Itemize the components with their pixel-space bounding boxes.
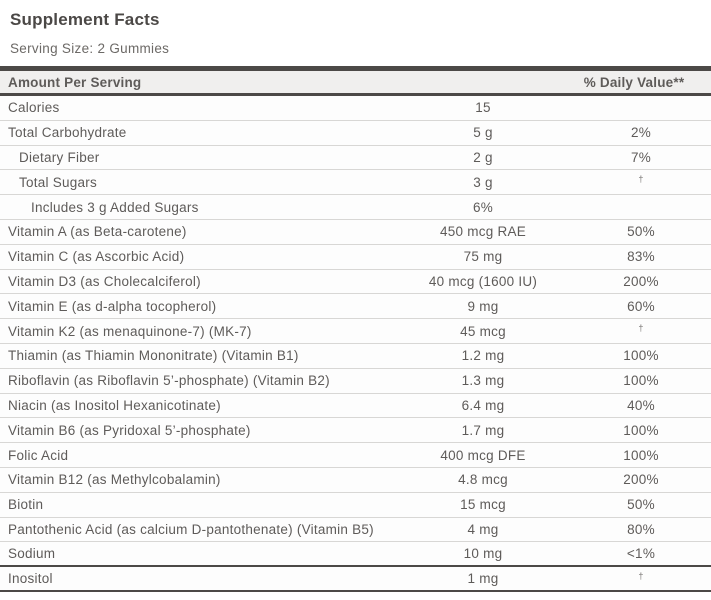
nutrient-amount: 75 mg — [463, 249, 503, 265]
table-row: Vitamin A (as Beta-carotene) 450 mcg RAE… — [0, 219, 711, 245]
label-header: Supplement Facts Serving Size: 2 Gummies — [0, 0, 711, 57]
dagger-footnote-mark: † — [638, 174, 644, 185]
nutrient-daily-value: † — [583, 174, 711, 187]
nutrient-daily-value: 100% — [623, 422, 659, 438]
table-row: Thiamin (as Thiamin Mononitrate) (Vitami… — [0, 343, 711, 369]
nutrient-amount: 400 mcg DFE — [440, 447, 526, 463]
nutrient-daily-value: 100% — [623, 348, 659, 364]
nutrient-amount: 4.8 mcg — [458, 472, 508, 488]
column-header-daily-value: % Daily Value** — [583, 74, 685, 90]
serving-size: Serving Size: 2 Gummies — [10, 41, 170, 56]
nutrient-amount: 450 mcg RAE — [439, 224, 527, 240]
nutrient-name: Niacin (as Inositol Hexanicotinate) — [8, 397, 221, 413]
table-row: Total Carbohydrate 5 g 2% — [0, 120, 711, 146]
table-row: Biotin 15 mcg 50% — [0, 492, 711, 518]
nutrient-daily-value: <1% — [626, 546, 656, 562]
nutrient-daily-value: 100% — [623, 447, 659, 463]
nutrient-name: Pantothenic Acid (as calcium D-pantothen… — [8, 521, 374, 537]
table-row: Vitamin E (as d-alpha tocopherol) 9 mg 6… — [0, 294, 711, 320]
table-row: Vitamin B12 (as Methylcobalamin) 4.8 mcg… — [0, 467, 711, 493]
table-row: Dietary Fiber 2 g 7% — [0, 145, 711, 171]
table-row: Inositol 1 mg † — [0, 567, 711, 592]
nutrient-name: Biotin — [8, 497, 44, 513]
nutrient-daily-value: 7% — [630, 149, 651, 165]
table-row: Sodium 10 mg <1% — [0, 542, 711, 568]
nutrient-name: Vitamin B6 (as Pyridoxal 5’-phosphate) — [8, 422, 251, 438]
nutrient-name: Thiamin (as Thiamin Mononitrate) (Vitami… — [8, 348, 299, 364]
nutrient-daily-value: 50% — [627, 224, 655, 240]
nutrient-name: Riboflavin (as Riboflavin 5’-phosphate) … — [8, 373, 330, 389]
nutrient-daily-value: 83% — [627, 249, 655, 265]
nutrient-name: Vitamin B12 (as Methylcobalamin) — [8, 472, 221, 488]
column-header-amount-per-serving: Amount Per Serving — [8, 74, 142, 90]
table-row: Niacin (as Inositol Hexanicotinate) 6.4 … — [0, 393, 711, 419]
nutrient-amount: 2 g — [473, 149, 493, 165]
nutrient-name: Calories — [8, 100, 60, 116]
nutrient-name: Vitamin C (as Ascorbic Acid) — [8, 249, 185, 265]
table-row: Vitamin D3 (as Cholecalciferol) 40 mcg (… — [0, 269, 711, 295]
table-row: Includes 3 g Added Sugars 6% — [0, 195, 711, 220]
nutrient-amount: 15 mcg — [460, 497, 506, 513]
nutrient-daily-value: 50% — [627, 497, 655, 513]
nutrient-amount: 1.2 mg — [461, 348, 505, 364]
nutrient-amount: 5 g — [473, 125, 493, 141]
table-row: Vitamin B6 (as Pyridoxal 5’-phosphate) 1… — [0, 418, 711, 444]
nutrient-name: Vitamin K2 (as menaquinone-7) (MK-7) — [8, 323, 252, 339]
nutrient-name: Total Sugars — [19, 174, 98, 190]
table-row: Folic Acid 400 mcg DFE 100% — [0, 443, 711, 468]
nutrient-amount: 6.4 mg — [461, 397, 505, 413]
nutrient-amount: 1.7 mg — [461, 422, 505, 438]
table-body: Calories 15 Total Carbohydrate 5 g 2% Di… — [0, 96, 711, 592]
nutrient-amount: 6% — [472, 199, 493, 215]
nutrient-name: Folic Acid — [8, 447, 69, 463]
table-row: Riboflavin (as Riboflavin 5’-phosphate) … — [0, 368, 711, 394]
table-row: Vitamin C (as Ascorbic Acid) 75 mg 83% — [0, 244, 711, 270]
nutrient-amount: 45 mcg — [460, 323, 506, 339]
nutrient-daily-value: 100% — [623, 373, 659, 389]
nutrient-amount: 15 — [475, 100, 491, 116]
nutrient-name: Vitamin E (as d-alpha tocopherol) — [8, 298, 217, 314]
divider-thick-top — [0, 66, 711, 71]
nutrient-amount: 1 mg — [467, 571, 499, 587]
table-row: Calories 15 — [0, 96, 711, 121]
nutrient-daily-value: 60% — [627, 298, 655, 314]
table-row: Vitamin K2 (as menaquinone-7) (MK-7) 45 … — [0, 319, 711, 344]
nutrient-daily-value: 2% — [630, 125, 651, 141]
table-row: Pantothenic Acid (as calcium D-pantothen… — [0, 517, 711, 543]
nutrient-daily-value: † — [583, 323, 711, 336]
nutrient-name: Vitamin A (as Beta-carotene) — [8, 224, 187, 240]
nutrient-amount: 1.3 mg — [461, 373, 505, 389]
nutrient-name: Dietary Fiber — [19, 149, 100, 165]
nutrient-daily-value: 200% — [623, 472, 659, 488]
dagger-footnote-mark: † — [638, 323, 644, 334]
nutrient-name: Total Carbohydrate — [8, 125, 127, 141]
nutrient-name: Includes 3 g Added Sugars — [31, 199, 199, 215]
nutrient-daily-value: 80% — [627, 521, 655, 537]
nutrient-name: Vitamin D3 (as Cholecalciferol) — [8, 273, 201, 289]
nutrient-daily-value: 200% — [623, 273, 659, 289]
nutrient-daily-value: 40% — [627, 397, 655, 413]
nutrient-amount: 40 mcg (1600 IU) — [428, 273, 538, 289]
nutrient-name: Inositol — [8, 571, 53, 587]
nutrient-name: Sodium — [8, 546, 56, 562]
nutrient-amount: 3 g — [473, 174, 493, 190]
page-title: Supplement Facts — [10, 10, 160, 29]
facts-table: Amount Per Serving % Daily Value** Calor… — [0, 71, 711, 592]
nutrient-amount: 10 mg — [463, 546, 503, 562]
nutrient-amount: 9 mg — [467, 298, 499, 314]
nutrient-amount: 4 mg — [467, 521, 499, 537]
table-header-row: Amount Per Serving % Daily Value** — [0, 71, 711, 96]
table-row: Total Sugars 3 g † — [0, 170, 711, 196]
dagger-footnote-mark: † — [638, 570, 644, 581]
nutrient-daily-value: † — [583, 570, 711, 584]
